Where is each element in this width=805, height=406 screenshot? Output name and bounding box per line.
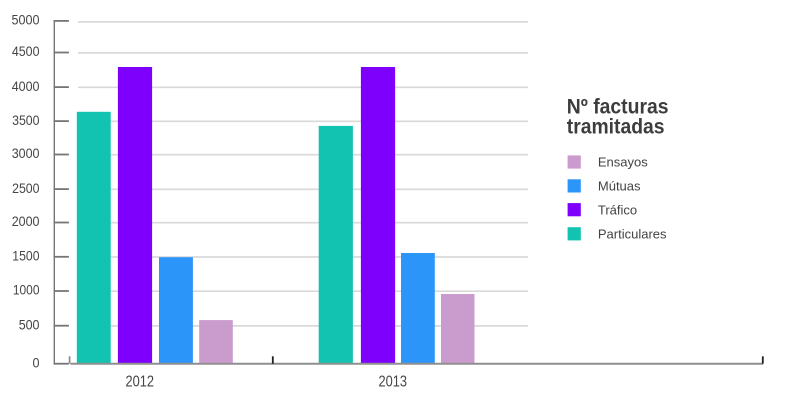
svg-text:Ensayos: Ensayos xyxy=(598,155,648,170)
svg-text:500: 500 xyxy=(19,316,40,332)
svg-text:2013: 2013 xyxy=(379,373,408,390)
svg-text:Tráfico: Tráfico xyxy=(598,202,637,217)
svg-text:2000: 2000 xyxy=(12,213,40,229)
svg-text:Nº facturas: Nº facturas xyxy=(567,96,669,119)
svg-text:Mútuas: Mútuas xyxy=(598,179,641,194)
svg-text:tramitadas: tramitadas xyxy=(567,116,665,139)
svg-text:2500: 2500 xyxy=(12,180,40,196)
svg-text:5000: 5000 xyxy=(12,12,40,28)
svg-text:0: 0 xyxy=(33,354,40,370)
svg-text:Particulares: Particulares xyxy=(598,226,667,241)
svg-text:1500: 1500 xyxy=(12,248,39,264)
svg-text:4000: 4000 xyxy=(12,78,40,94)
svg-text:1000: 1000 xyxy=(13,282,40,298)
svg-text:3500: 3500 xyxy=(12,112,40,128)
svg-text:3000: 3000 xyxy=(12,145,40,161)
svg-text:2012: 2012 xyxy=(126,373,155,390)
svg-text:4500: 4500 xyxy=(12,43,40,59)
